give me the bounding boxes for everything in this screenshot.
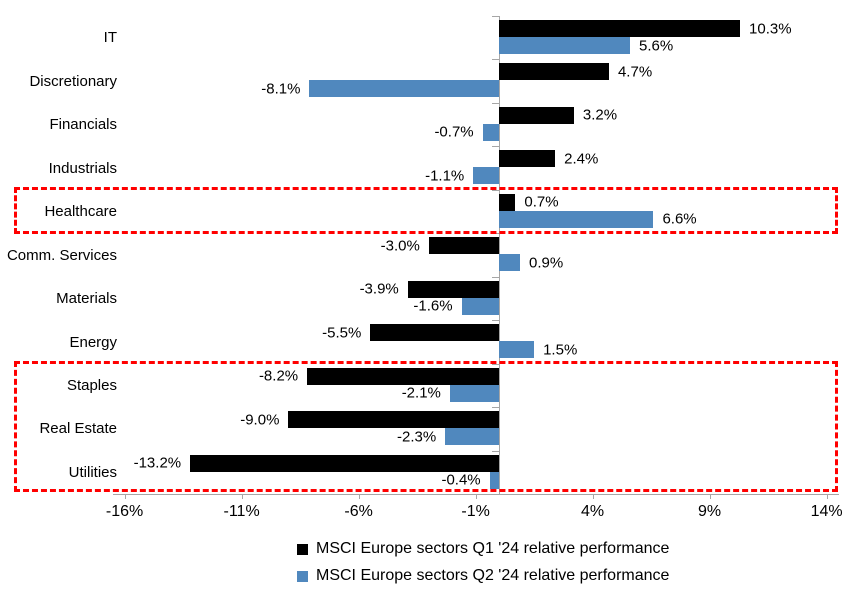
- bar-q1-it: [499, 20, 741, 37]
- x-axis-tick: [709, 493, 711, 499]
- y-axis-tick: [492, 146, 499, 148]
- value-label: 10.3%: [749, 20, 792, 37]
- bar-q1-energy: [370, 324, 499, 342]
- y-axis-tick: [492, 363, 499, 365]
- y-axis-tick: [492, 189, 499, 191]
- x-axis-tick-label: -1%: [461, 503, 490, 520]
- bar-q1-utilities: [190, 454, 499, 472]
- bar-q2-healthcare: [499, 210, 654, 228]
- bar-q1-materials: [407, 280, 499, 298]
- y-axis-tick: [492, 320, 499, 322]
- value-label: -0.4%: [441, 471, 481, 489]
- bar-q2-it: [499, 37, 631, 54]
- x-axis-tick-label: -6%: [344, 503, 373, 520]
- value-label: -1.1%: [425, 167, 465, 185]
- value-label: -0.7%: [434, 123, 474, 141]
- value-label: -3.0%: [380, 237, 420, 255]
- bar-q1-healthcare: [499, 193, 516, 211]
- legend: MSCI Europe sectors Q1 '24 relative perf…: [297, 540, 669, 585]
- value-label: -2.1%: [401, 384, 441, 402]
- category-label: Materials: [56, 290, 117, 308]
- category-label: Energy: [69, 333, 117, 351]
- x-axis-tick-label: -11%: [223, 503, 260, 520]
- value-label: 0.9%: [529, 254, 564, 272]
- y-axis-tick: [492, 59, 499, 61]
- value-label: 6.6%: [662, 210, 697, 228]
- category-label: Staples: [66, 376, 117, 394]
- bar-q1-industrials: [499, 150, 556, 168]
- value-label: -8.1%: [261, 80, 301, 98]
- y-axis-tick: [492, 407, 499, 409]
- category-label: IT: [103, 29, 117, 47]
- category-label: Financials: [49, 116, 117, 134]
- bar-q2-discretionary: [309, 80, 499, 98]
- bar-q1-comm-services: [428, 237, 499, 255]
- bar-q2-real-estate: [445, 428, 499, 446]
- bar-q1-financials: [499, 106, 574, 124]
- category-label: Comm. Services: [6, 246, 117, 264]
- legend-label-q2: MSCI Europe sectors Q2 '24 relative perf…: [316, 567, 670, 584]
- category-label: Healthcare: [44, 203, 117, 221]
- y-axis-tick: [492, 102, 499, 104]
- y-axis-tick: [492, 450, 499, 452]
- value-label: -13.2%: [133, 454, 182, 472]
- x-axis-tick: [358, 493, 360, 499]
- value-label: -3.9%: [359, 280, 399, 298]
- value-label: -5.5%: [322, 324, 362, 342]
- bar-q1-staples: [307, 367, 499, 385]
- category-label: Real Estate: [39, 420, 117, 438]
- x-axis-tick-label: 9%: [698, 503, 722, 520]
- value-label: -1.6%: [413, 297, 453, 315]
- x-axis-tick-label: -16%: [105, 503, 144, 520]
- y-axis-tick: [492, 494, 499, 496]
- value-label: 1.5%: [543, 341, 578, 359]
- legend-swatch-q1: [297, 543, 308, 555]
- legend-swatch-q2: [297, 570, 308, 582]
- bar-q1-discretionary: [499, 63, 609, 81]
- highlight-box: [14, 360, 838, 493]
- x-axis-tick-label: 14%: [810, 503, 843, 520]
- x-axis-tick: [124, 493, 126, 499]
- legend-item-q1: MSCI Europe sectors Q1 '24 relative perf…: [297, 540, 669, 558]
- bar-q2-energy: [499, 341, 535, 359]
- x-axis-tick-label: 4%: [581, 503, 605, 520]
- legend-label-q1: MSCI Europe sectors Q1 '24 relative perf…: [316, 540, 670, 557]
- x-axis-tick: [475, 493, 477, 499]
- category-label: Industrials: [48, 159, 117, 177]
- bar-q2-financials: [482, 123, 499, 141]
- bar-q1-real-estate: [288, 411, 499, 429]
- category-label: Utilities: [68, 463, 117, 481]
- value-label: 5.6%: [639, 37, 674, 54]
- value-label: -2.3%: [397, 428, 437, 446]
- x-axis-tick: [592, 493, 594, 499]
- bar-q2-utilities: [489, 471, 499, 489]
- y-axis-tick: [492, 16, 499, 17]
- bar-q2-staples: [449, 384, 499, 402]
- bar-q2-industrials: [473, 167, 499, 185]
- highlight-box: [14, 186, 838, 235]
- value-label: -9.0%: [240, 411, 280, 429]
- value-label: -8.2%: [258, 367, 299, 385]
- x-axis-tick: [241, 493, 243, 499]
- y-axis-tick: [492, 276, 499, 278]
- category-label: Discretionary: [29, 72, 117, 90]
- x-axis-tick: [826, 493, 828, 499]
- value-label: 0.7%: [524, 193, 559, 211]
- legend-item-q2: MSCI Europe sectors Q2 '24 relative perf…: [297, 567, 669, 585]
- bar-q2-comm-services: [499, 254, 521, 272]
- value-label: 4.7%: [617, 63, 653, 81]
- value-label: 2.4%: [564, 150, 599, 168]
- value-label: 3.2%: [582, 106, 618, 124]
- bar-q2-materials: [461, 297, 499, 315]
